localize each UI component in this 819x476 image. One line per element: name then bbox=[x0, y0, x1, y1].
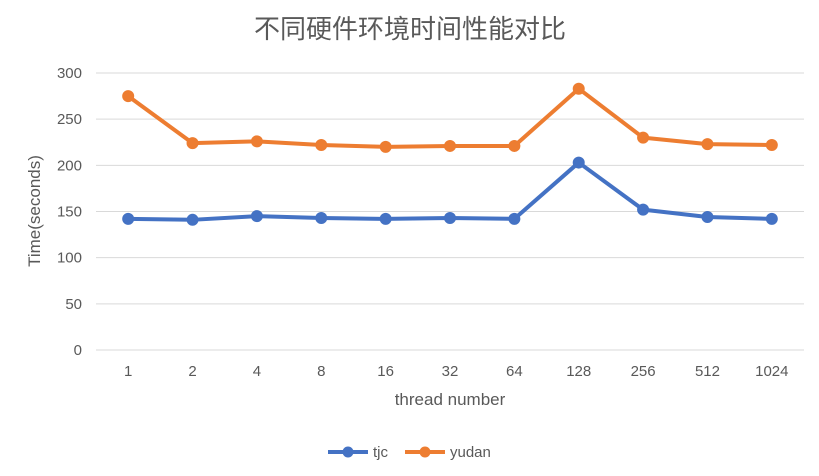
gridlines bbox=[96, 72, 804, 351]
data-point-yudan bbox=[379, 140, 392, 153]
x-tick-label: 1 bbox=[124, 363, 132, 380]
series-line-yudan bbox=[126, 86, 774, 149]
series-yudan bbox=[122, 82, 778, 153]
data-point-yudan bbox=[701, 138, 714, 151]
data-point-tjc bbox=[186, 213, 199, 226]
data-point-yudan bbox=[315, 139, 328, 152]
data-point-yudan bbox=[572, 82, 585, 95]
legend-item-tjc: tjc bbox=[328, 444, 389, 461]
x-tick-label: 4 bbox=[253, 363, 261, 380]
y-tick-label: 250 bbox=[57, 111, 82, 128]
data-point-tjc bbox=[122, 212, 135, 225]
x-tick-label: 16 bbox=[377, 363, 394, 380]
legend-item-yudan: yudan bbox=[405, 444, 491, 461]
data-point-yudan bbox=[765, 139, 778, 152]
y-tick-label: 0 bbox=[74, 342, 82, 359]
data-point-tjc bbox=[572, 156, 585, 169]
x-tick-label: 8 bbox=[317, 363, 325, 380]
data-point-yudan bbox=[122, 90, 135, 103]
y-tick-label: 300 bbox=[57, 65, 82, 82]
data-point-tjc bbox=[508, 212, 521, 225]
data-point-yudan bbox=[508, 139, 521, 152]
x-tick-label: 512 bbox=[695, 363, 720, 380]
data-point-tjc bbox=[701, 211, 714, 224]
x-tick-label: 256 bbox=[631, 363, 656, 380]
chart-title: 不同硬件环境时间性能对比 bbox=[254, 15, 566, 45]
data-point-tjc bbox=[765, 212, 778, 225]
data-point-yudan bbox=[186, 137, 199, 150]
y-tick-label: 150 bbox=[57, 204, 82, 221]
legend-label: tjc bbox=[373, 444, 389, 461]
legend-label: yudan bbox=[450, 444, 491, 461]
x-tick-label: 64 bbox=[506, 363, 523, 380]
data-point-tjc bbox=[444, 211, 456, 224]
x-axis-ticks: 1 2 4 8 16 32 64 128 256 512 1024 bbox=[124, 363, 788, 380]
legend: tjc yudan bbox=[328, 444, 491, 461]
x-tick-label: 1024 bbox=[755, 363, 788, 380]
legend-swatch-marker bbox=[342, 446, 354, 458]
series-lines bbox=[122, 82, 778, 226]
y-axis-ticks: 0 50 100 150 200 250 300 bbox=[57, 65, 82, 359]
data-point-yudan bbox=[637, 131, 650, 144]
x-tick-label: 2 bbox=[188, 363, 196, 380]
data-point-yudan bbox=[250, 135, 263, 148]
data-point-tjc bbox=[637, 203, 650, 216]
series-tjc bbox=[122, 156, 778, 226]
y-axis-label: Time(seconds) bbox=[25, 155, 44, 267]
y-tick-label: 50 bbox=[65, 296, 82, 313]
legend-swatch-marker bbox=[419, 446, 431, 458]
data-point-tjc bbox=[379, 212, 392, 225]
x-tick-label: 32 bbox=[442, 363, 459, 380]
data-point-tjc bbox=[250, 210, 263, 223]
y-tick-label: 100 bbox=[57, 250, 82, 267]
data-point-tjc bbox=[315, 211, 328, 224]
y-tick-label: 200 bbox=[57, 157, 82, 174]
data-point-yudan bbox=[444, 139, 456, 152]
x-tick-label: 128 bbox=[566, 363, 591, 380]
x-axis-label: thread number bbox=[395, 390, 506, 409]
